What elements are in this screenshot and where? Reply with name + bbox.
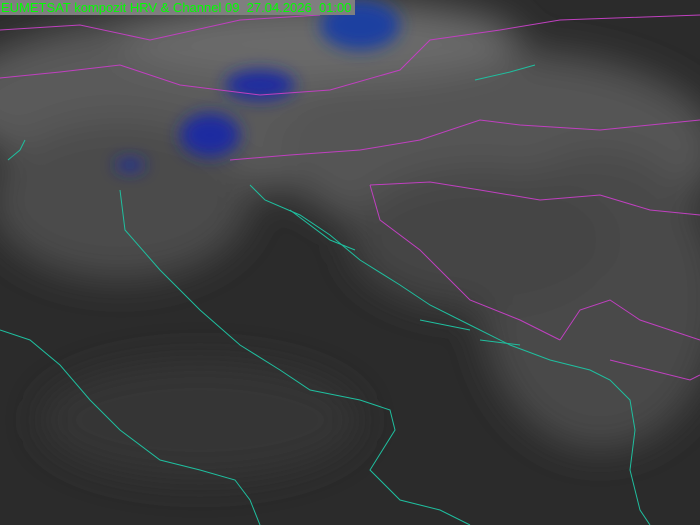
image-caption: EUMETSAT kompozit HRV & Channel 09 27.04… xyxy=(0,0,356,15)
country-borders xyxy=(0,14,700,381)
cloud-layer xyxy=(0,0,700,480)
coastline xyxy=(0,64,651,525)
